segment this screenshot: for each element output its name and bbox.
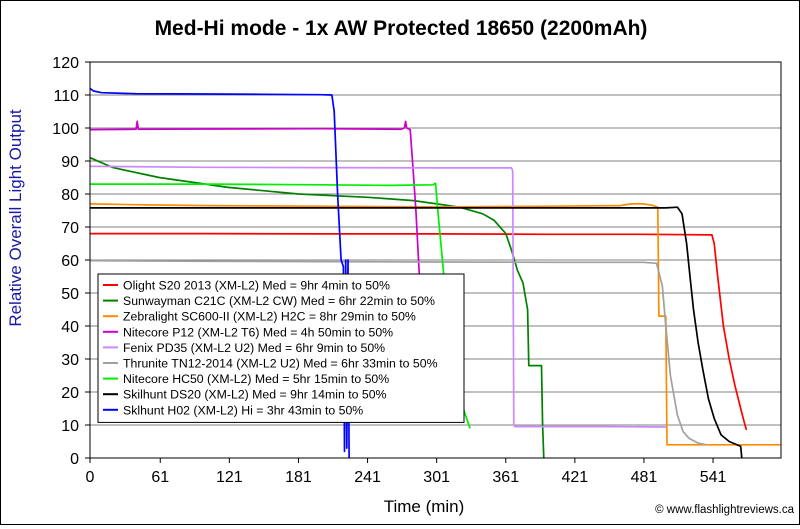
x-axis-label: Time (min) [384,497,465,516]
legend-entry: Olight S20 2013 (XM-L2) Med = 9hr 4min t… [123,279,390,293]
legend-entry: Fenix PD35 (XM-L2 U2) Med = 6hr 9min to … [123,341,385,355]
y-tick-label: 30 [61,352,79,369]
series-line-5 [89,165,666,428]
legend-entry: Sklhunt H02 (XM-L2) Hi = 3hr 43min to 50… [123,403,363,417]
y-tick-label: 20 [61,385,79,402]
series-line-1 [90,232,748,431]
x-tick-label: 181 [285,469,312,486]
y-tick-label: 70 [61,220,79,237]
chart-title: Med-Hi mode - 1x AW Protected 18650 (220… [155,17,648,40]
y-tick-label: 80 [61,187,79,204]
series-line-8 [90,206,743,459]
y-tick-label: 10 [61,418,79,435]
y-tick-label: 0 [70,451,79,468]
y-tick-label: 100 [52,121,79,138]
y-tick-label: 110 [53,88,79,105]
legend: Olight S20 2013 (XM-L2) Med = 9hr 4min t… [97,273,465,423]
legend-entry: Nitecore HC50 (XM-L2) Med = 5hr 15min to… [123,372,389,386]
y-tick-label: 50 [61,286,79,303]
plot-border [89,61,782,459]
x-tick-label: 481 [631,469,658,486]
legend-entry: Thrunite TN12-2014 (XM-L2 U2) Med = 6hr … [123,357,438,371]
x-tick-label: 421 [562,469,589,486]
x-tick-label: 541 [700,469,727,486]
x-tick-label: 241 [354,469,381,486]
y-tick-label: 60 [61,253,79,270]
y-tick-label: 40 [61,319,79,336]
y-tick-label: 120 [52,55,79,72]
legend-entry: Sunwayman C21C (XM-L2 CW) Med = 6hr 22mi… [123,294,435,308]
legend-box [97,273,465,423]
series-line-4 [89,120,426,393]
axes: 0 10 20 30 40 50 60 70 80 90 100 110 120 0 61 121 181 241… [52,55,782,486]
series-line-2 [89,156,545,459]
series-line-6 [89,259,707,446]
y-axis-label: Relative Overall Light Output [6,109,25,327]
x-tick-label: 121 [216,469,243,486]
legend-entry: Zebralight SC600-II (XM-L2) H2C = 8hr 29… [123,310,416,324]
x-tick-label: 0 [86,469,95,486]
y-tick-label: 90 [61,154,79,171]
legend-entry: Skilhunt DS20 (XM-L2) Med = 9hr 14min to… [123,388,387,402]
credit-text: © www.flashlightreviews.ca [655,504,794,516]
legend-entry: Nitecore P12 (XM-L2 T6) Med = 4h 50min t… [123,325,393,339]
x-tick-label: 301 [423,469,450,486]
x-tick-label: 61 [151,469,169,486]
x-tick-label: 361 [492,469,519,486]
series-line-3 [89,203,781,446]
